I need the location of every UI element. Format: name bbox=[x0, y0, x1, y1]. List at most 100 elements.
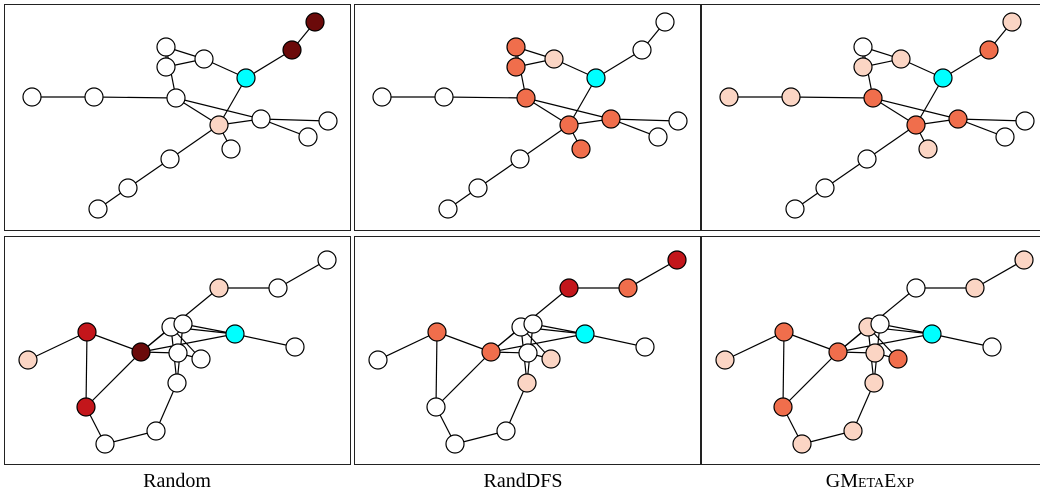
graph-node bbox=[156, 57, 176, 77]
graph-node bbox=[510, 149, 530, 169]
graph-node bbox=[864, 373, 884, 393]
graph-node bbox=[372, 87, 392, 107]
graph-node bbox=[18, 350, 38, 370]
graph-node bbox=[719, 87, 739, 107]
panel-frame bbox=[4, 4, 351, 231]
graph-node bbox=[146, 421, 166, 441]
graph-node bbox=[865, 343, 885, 363]
graph-node bbox=[781, 87, 801, 107]
graph-node bbox=[268, 278, 288, 298]
graph-node bbox=[1014, 250, 1034, 270]
graph-node bbox=[965, 278, 985, 298]
graph-node bbox=[88, 199, 108, 219]
graph-node bbox=[468, 178, 488, 198]
graph-node bbox=[118, 178, 138, 198]
graph-node bbox=[792, 434, 812, 454]
graph-edge bbox=[782, 331, 785, 408]
graph-node bbox=[209, 278, 229, 298]
graph-node bbox=[559, 278, 579, 298]
graph-node bbox=[559, 115, 579, 135]
graph-edge bbox=[519, 124, 570, 160]
graph-node bbox=[160, 149, 180, 169]
graph-node bbox=[785, 199, 805, 219]
graph-node bbox=[518, 343, 538, 363]
graph-node bbox=[888, 349, 908, 369]
graph-node bbox=[1002, 12, 1022, 32]
graph-node bbox=[995, 127, 1015, 147]
caption-randdfs: RandDFS bbox=[483, 470, 563, 492]
graph-node bbox=[523, 314, 543, 334]
graph-node bbox=[282, 40, 302, 60]
graph-node bbox=[891, 49, 911, 69]
graph-edge bbox=[377, 331, 438, 361]
graph-node bbox=[168, 343, 188, 363]
panel-random-row-1 bbox=[4, 4, 351, 231]
graph-node bbox=[948, 109, 968, 129]
caption-random: Random bbox=[143, 470, 211, 492]
graph-node bbox=[77, 322, 97, 342]
graph-edge bbox=[490, 333, 586, 353]
graph-node bbox=[922, 324, 942, 344]
graph-node bbox=[368, 350, 388, 370]
graph-edge bbox=[260, 118, 329, 122]
panel-frame bbox=[354, 4, 701, 231]
graph-node bbox=[541, 349, 561, 369]
graph-node bbox=[632, 40, 652, 60]
graph-node bbox=[843, 421, 863, 441]
graph-node bbox=[194, 49, 214, 69]
graph-edge bbox=[85, 351, 142, 408]
graph-node bbox=[668, 111, 688, 131]
graph-node bbox=[586, 68, 606, 88]
graph-node bbox=[863, 88, 883, 108]
graph-node bbox=[1015, 111, 1035, 131]
graph-node bbox=[167, 373, 187, 393]
graph-node bbox=[221, 139, 241, 159]
graph-node bbox=[773, 397, 793, 417]
graph-node bbox=[982, 337, 1002, 357]
graph-edge bbox=[27, 331, 88, 361]
graph-edge bbox=[443, 96, 527, 99]
graph-node bbox=[933, 68, 953, 88]
graph-node bbox=[76, 397, 96, 417]
graph-node bbox=[506, 57, 526, 77]
graph-edge bbox=[435, 331, 438, 408]
graph-node bbox=[906, 115, 926, 135]
panel-gmetaexp-row-2 bbox=[701, 236, 1040, 465]
graph-edge bbox=[872, 97, 959, 120]
graph-node bbox=[225, 324, 245, 344]
graph-edge bbox=[435, 351, 492, 408]
graph-edge bbox=[782, 351, 839, 408]
graph-node bbox=[496, 421, 516, 441]
graph-edge bbox=[140, 333, 236, 353]
graph-edge bbox=[234, 333, 296, 348]
graph-node bbox=[191, 349, 211, 369]
graph-node bbox=[516, 88, 536, 108]
graph-node bbox=[438, 199, 458, 219]
graph-node bbox=[667, 250, 687, 270]
graph-node bbox=[571, 139, 591, 159]
graph-node bbox=[906, 278, 926, 298]
graph-node bbox=[918, 139, 938, 159]
graph-edge bbox=[584, 333, 646, 348]
graph-edge bbox=[957, 118, 1026, 122]
graph-node bbox=[298, 127, 318, 147]
graph-edge bbox=[724, 331, 785, 361]
graph-node bbox=[131, 342, 151, 362]
graph-node bbox=[285, 337, 305, 357]
graph-node bbox=[815, 178, 835, 198]
graph-node bbox=[166, 88, 186, 108]
panel-randdfs-row-1 bbox=[354, 4, 701, 231]
graph-node bbox=[156, 37, 176, 57]
graph-edge bbox=[866, 124, 917, 160]
graph-node bbox=[317, 250, 337, 270]
panel-randdfs-row-2 bbox=[354, 236, 701, 465]
graph-node bbox=[318, 111, 338, 131]
graph-node bbox=[575, 324, 595, 344]
graph-edge bbox=[790, 96, 874, 99]
graph-node bbox=[655, 12, 675, 32]
graph-node bbox=[236, 68, 256, 88]
panel-gmetaexp-row-1 bbox=[701, 4, 1040, 231]
graph-node bbox=[635, 337, 655, 357]
graph-node bbox=[481, 342, 501, 362]
